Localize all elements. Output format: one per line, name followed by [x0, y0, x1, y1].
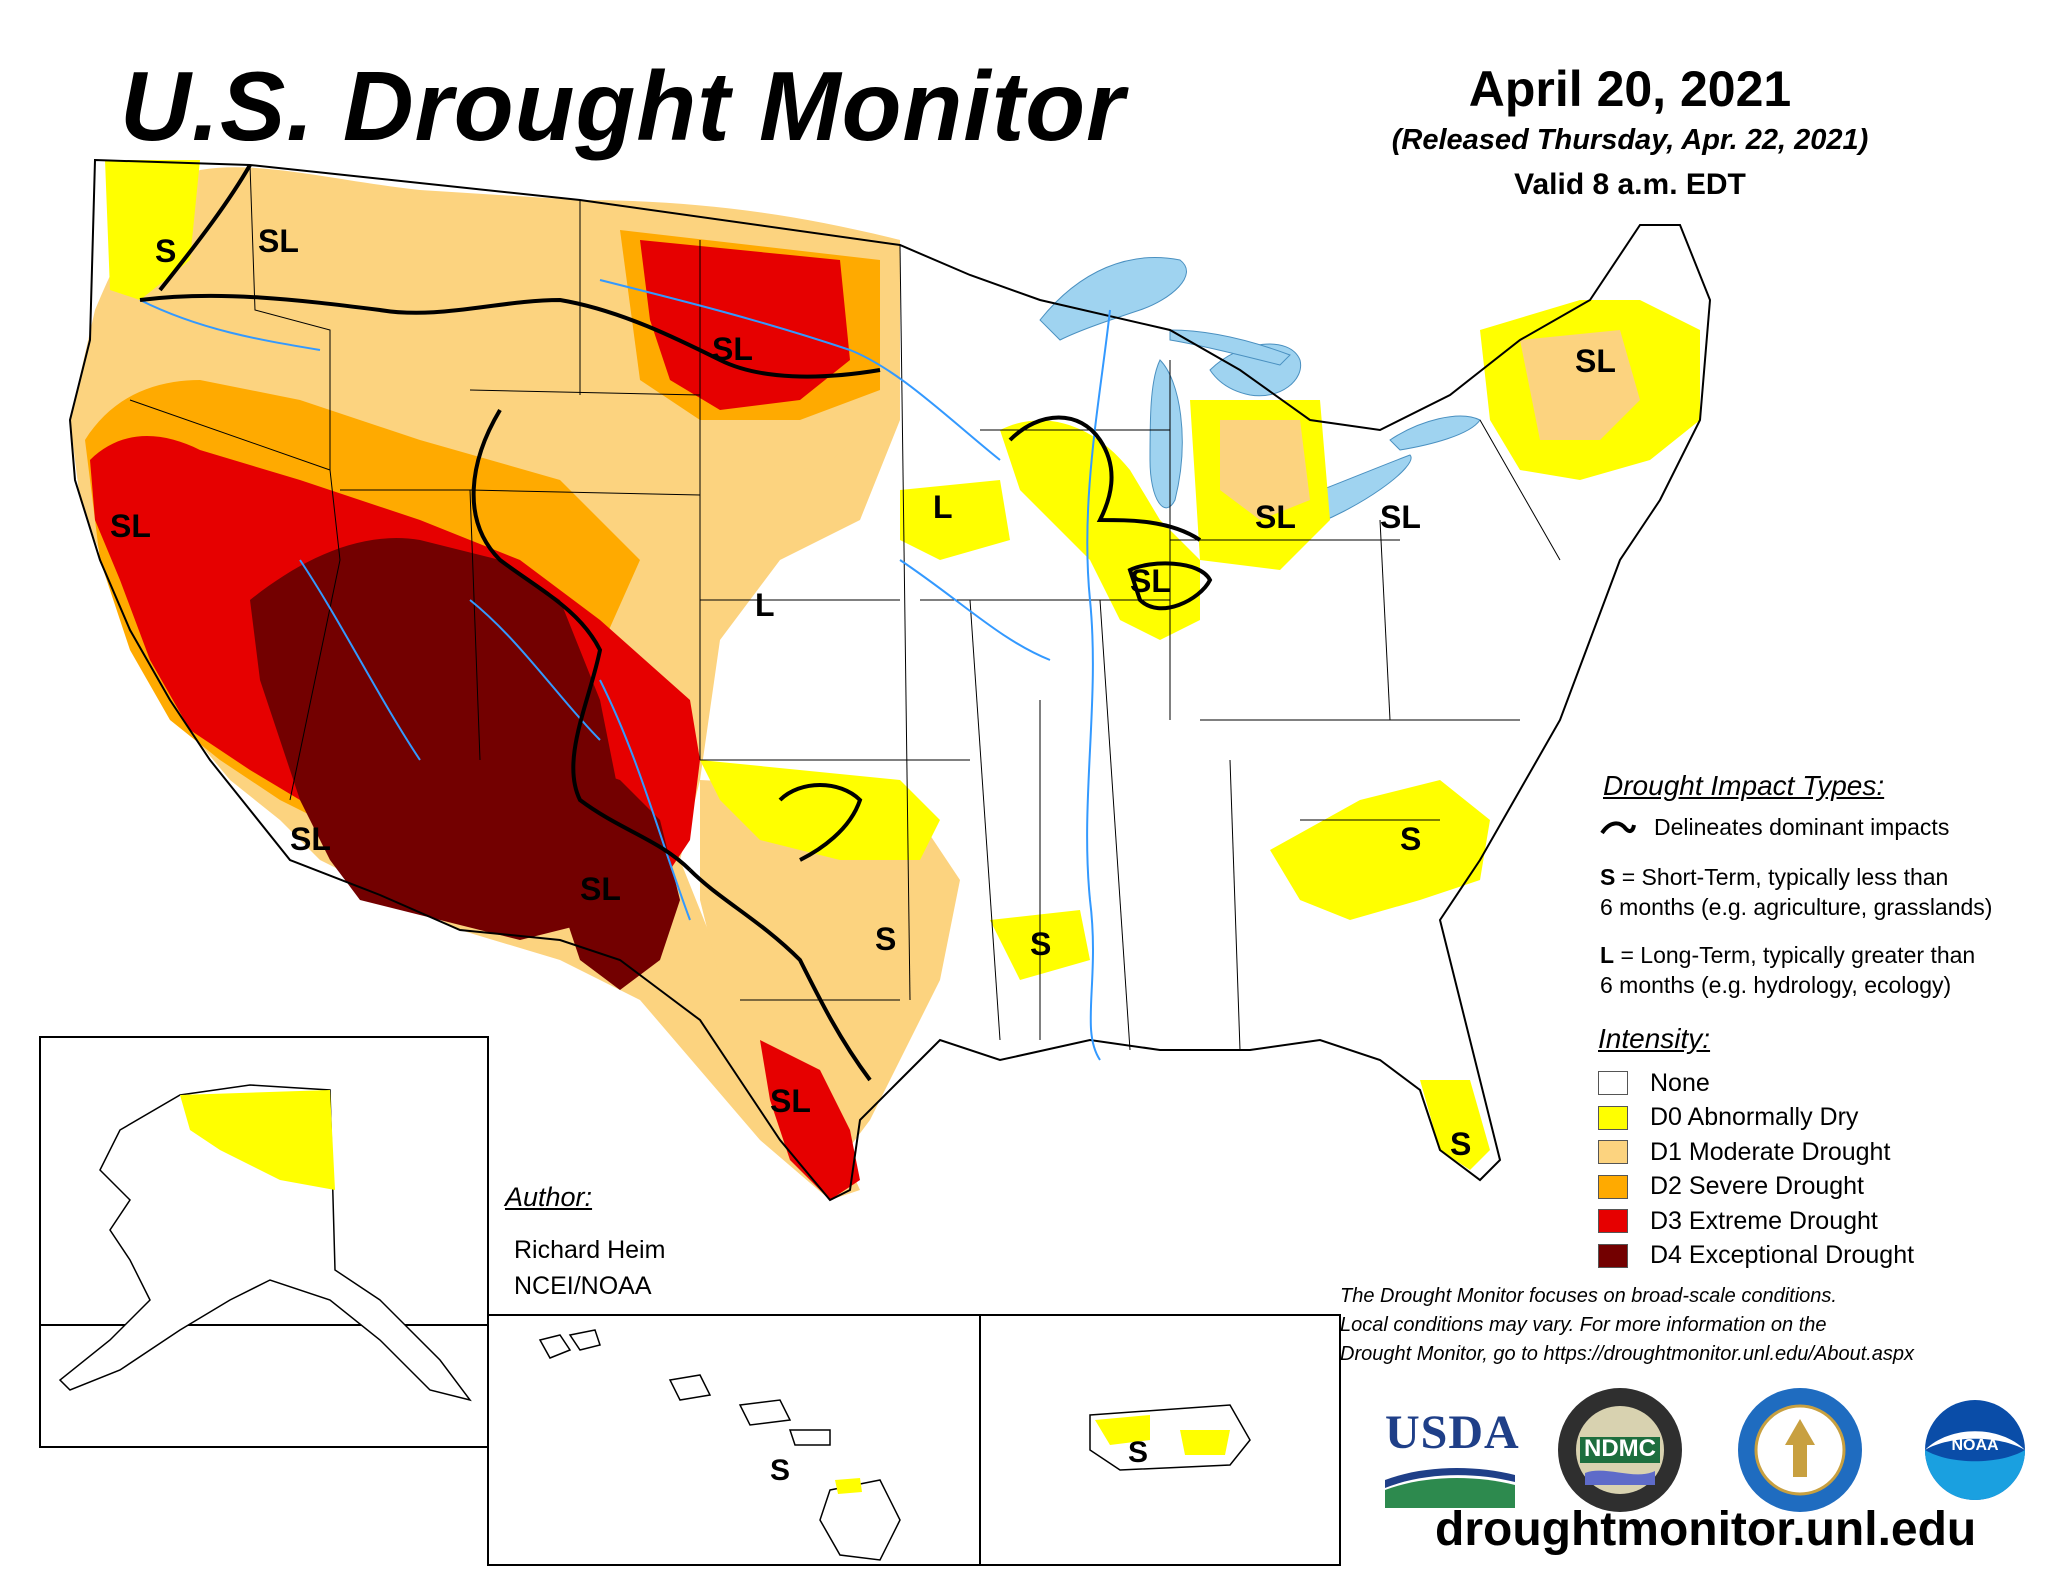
rivers [139, 279, 1111, 1061]
intensity-swatch [1598, 1209, 1628, 1234]
intensity-legend-row: D4 Exceptional Drought [1598, 1239, 1914, 1274]
label-wa-s: S [155, 233, 176, 269]
short-term-text: = Short-Term, typically less than [1615, 864, 1949, 890]
label-ca-sl: SL [110, 508, 151, 544]
label-pr-s: S [1128, 1436, 1148, 1469]
intensity-swatch [1598, 1071, 1628, 1096]
intensity-swatch [1598, 1243, 1628, 1268]
release-date: (Released Thursday, Apr. 22, 2021) [1391, 124, 1869, 156]
intensity-legend-row: D0 Abnormally Dry [1598, 1101, 1914, 1136]
long-term-key: L [1600, 942, 1615, 968]
intensity-label: None [1650, 1068, 1710, 1097]
zone-d0-fl [1420, 1080, 1490, 1170]
author-heading: Author: [505, 1182, 593, 1212]
impact-line-icon [1600, 821, 1636, 835]
alaska-map [58, 1084, 472, 1402]
intensity-legend: None D0 Abnormally Dry D1 Moderate Drought… [1598, 1066, 1914, 1273]
label-mi-sl: SL [1255, 499, 1296, 535]
impact-legend-delineates-row: Delineates dominant impacts [1600, 812, 1949, 842]
label-oh-sl: SL [1380, 499, 1421, 535]
label-la-s: S [1030, 926, 1051, 962]
delineates-label: Delineates dominant impacts [1654, 814, 1950, 840]
label-il-sl: SL [1130, 563, 1171, 599]
noaa-logo: NOAA [1910, 1385, 2040, 1515]
zone-d0-se [1270, 780, 1490, 920]
doc-seal-logo [1735, 1385, 1865, 1515]
label-co-l: L [755, 587, 775, 623]
label-id-sl: SL [258, 223, 299, 259]
noaa-logo-text: NOAA [1951, 1437, 1999, 1454]
puerto-rico-inset-box [979, 1314, 1341, 1566]
intensity-legend-row: D3 Extreme Drought [1598, 1204, 1914, 1239]
doc-seal-mark [1738, 1388, 1862, 1512]
ndmc-logo-text: NDMC [1584, 1435, 1656, 1462]
label-hi-s: S [770, 1454, 790, 1487]
alaska-inset-box [39, 1036, 489, 1448]
intensity-label: D1 Moderate Drought [1650, 1137, 1891, 1166]
note-line-2: Local conditions may vary. For more info… [1340, 1314, 1827, 1336]
intensity-legend-row: D2 Severe Drought [1598, 1170, 1914, 1205]
website-url[interactable]: droughtmonitor.unl.edu [1435, 1503, 1977, 1556]
note-line-1: The Drought Monitor focuses on broad-sca… [1340, 1285, 1837, 1307]
intensity-swatch [1598, 1140, 1628, 1165]
intensity-legend-row: D1 Moderate Drought [1598, 1135, 1914, 1170]
intensity-legend-row: None [1598, 1066, 1914, 1101]
long-term-text-2: 6 months (e.g. hydrology, ecology) [1600, 972, 1952, 998]
short-term-row: S = Short-Term, typically less than 6 mo… [1600, 862, 1992, 922]
state-lines [129, 164, 1561, 1051]
label-tx-s: S [875, 921, 896, 957]
zone-d3-texas [760, 1040, 860, 1200]
intensity-label: D2 Severe Drought [1650, 1172, 1865, 1201]
map-date: April 20, 2021 [1468, 61, 1792, 117]
usda-logo-mark [1385, 1468, 1515, 1508]
author-name: Richard Heim [514, 1236, 666, 1264]
zone-d1-ny [1520, 330, 1640, 440]
zone-d0-ok [700, 760, 940, 860]
label-fl-s: S [1450, 1126, 1471, 1162]
conus-outline [68, 158, 1712, 1202]
label-ia-l: L [933, 489, 953, 525]
zone-d4-nm [560, 760, 680, 990]
noaa-logo-mark [1925, 1400, 2025, 1500]
intensity-label: D0 Abnormally Dry [1650, 1103, 1859, 1132]
zone-d1-lower-mi [1220, 420, 1310, 520]
insets [39, 1036, 1341, 1566]
ndmc-logo-mark [1558, 1388, 1682, 1512]
impact-legend-heading: Drought Impact Types: [1603, 770, 1885, 801]
impact-lines [139, 164, 1213, 1082]
intensity-swatch [1598, 1105, 1628, 1130]
long-term-text: = Long-Term, typically greater than [1614, 942, 1976, 968]
note-line-3: Drought Monitor, go to https://droughtmo… [1340, 1343, 1915, 1365]
label-az-sl: SL [290, 821, 331, 857]
label-nm-sl: SL [580, 871, 621, 907]
intensity-label: D3 Extreme Drought [1650, 1206, 1878, 1235]
map-title: U.S. Drought Monitor [120, 51, 1126, 161]
short-term-text-2: 6 months (e.g. agriculture, grasslands) [1600, 894, 1993, 920]
long-term-row: L = Long-Term, typically greater than 6 … [1600, 940, 1975, 1000]
zone-d3-plains [640, 240, 850, 410]
puerto-rico-map [1089, 1404, 1251, 1471]
hawaii-map [538, 1329, 901, 1561]
label-sc-s: S [1400, 821, 1421, 857]
ndmc-logo: NDMC [1555, 1385, 1685, 1515]
intensity-legend-heading: Intensity: [1598, 1023, 1711, 1054]
map-labels: S SL SL SL SL L L SL SL SL SL SL S S S S… [110, 223, 1616, 1162]
zone-d1-texas [700, 780, 960, 1160]
intensity-label: D4 Exceptional Drought [1650, 1241, 1915, 1270]
valid-time: Valid 8 a.m. EDT [1514, 168, 1746, 201]
zone-d0-midwest [1000, 420, 1200, 640]
usda-logo: USDA [1385, 1405, 1520, 1508]
label-tx-sl: SL [770, 1083, 811, 1119]
author-org: NCEI/NOAA [514, 1272, 652, 1300]
label-mt-sl: SL [712, 331, 753, 367]
label-ny-sl: SL [1575, 343, 1616, 379]
zone-d0-ia [900, 480, 1010, 560]
intensity-swatch [1598, 1174, 1628, 1199]
zone-d0-wa [105, 160, 200, 300]
drought-zones [70, 160, 1700, 1201]
disclaimer-note: The Drought Monitor focuses on broad-sca… [1340, 1282, 2020, 1369]
usda-logo-text: USDA [1385, 1406, 1520, 1459]
short-term-key: S [1600, 864, 1616, 890]
